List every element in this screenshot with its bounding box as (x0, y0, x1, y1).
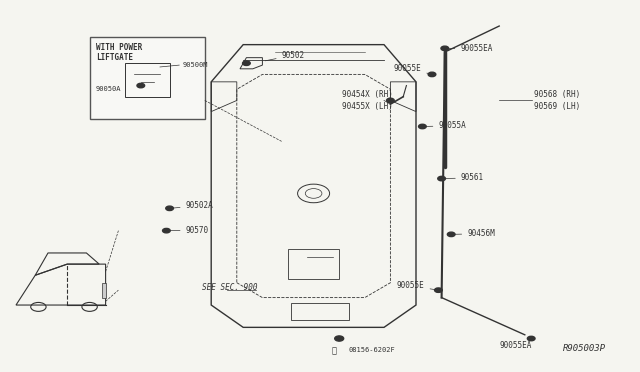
Text: 08156-6202F: 08156-6202F (349, 347, 396, 353)
Circle shape (435, 288, 442, 292)
Text: Ⓑ: Ⓑ (332, 347, 337, 356)
Text: 90570: 90570 (169, 225, 209, 234)
Bar (291, 303, 349, 320)
Bar (288, 249, 339, 279)
Circle shape (243, 61, 250, 65)
FancyBboxPatch shape (90, 37, 205, 119)
Circle shape (335, 336, 344, 341)
Text: 90454X (RH)
90455X (LH): 90454X (RH) 90455X (LH) (342, 90, 393, 111)
Circle shape (166, 206, 173, 211)
Circle shape (438, 176, 445, 181)
Circle shape (447, 232, 455, 237)
Text: 90502: 90502 (265, 51, 305, 61)
Bar (102, 283, 106, 298)
Text: R905003P: R905003P (563, 344, 606, 353)
Circle shape (163, 228, 170, 233)
Circle shape (527, 336, 535, 341)
Circle shape (137, 83, 145, 88)
Text: 90568 (RH)
90569 (LH): 90568 (RH) 90569 (LH) (534, 90, 580, 111)
Text: 90055EA: 90055EA (499, 341, 532, 350)
Circle shape (419, 124, 426, 129)
Text: 90050A: 90050A (96, 86, 122, 92)
Text: WITH POWER
LIFTGATE: WITH POWER LIFTGATE (96, 43, 142, 62)
Circle shape (387, 98, 394, 103)
Text: 90502A: 90502A (172, 201, 213, 210)
Text: 90055E: 90055E (394, 64, 429, 74)
Text: 90456M: 90456M (454, 229, 495, 238)
Text: 90055A: 90055A (425, 121, 466, 130)
Text: 90055E: 90055E (397, 281, 436, 290)
Circle shape (441, 46, 449, 51)
Text: 90500M: 90500M (182, 62, 208, 68)
Circle shape (428, 72, 436, 77)
Text: 90561: 90561 (444, 173, 484, 182)
Text: SEE SEC. 900: SEE SEC. 900 (202, 283, 257, 292)
Text: 90055EA: 90055EA (461, 44, 493, 53)
